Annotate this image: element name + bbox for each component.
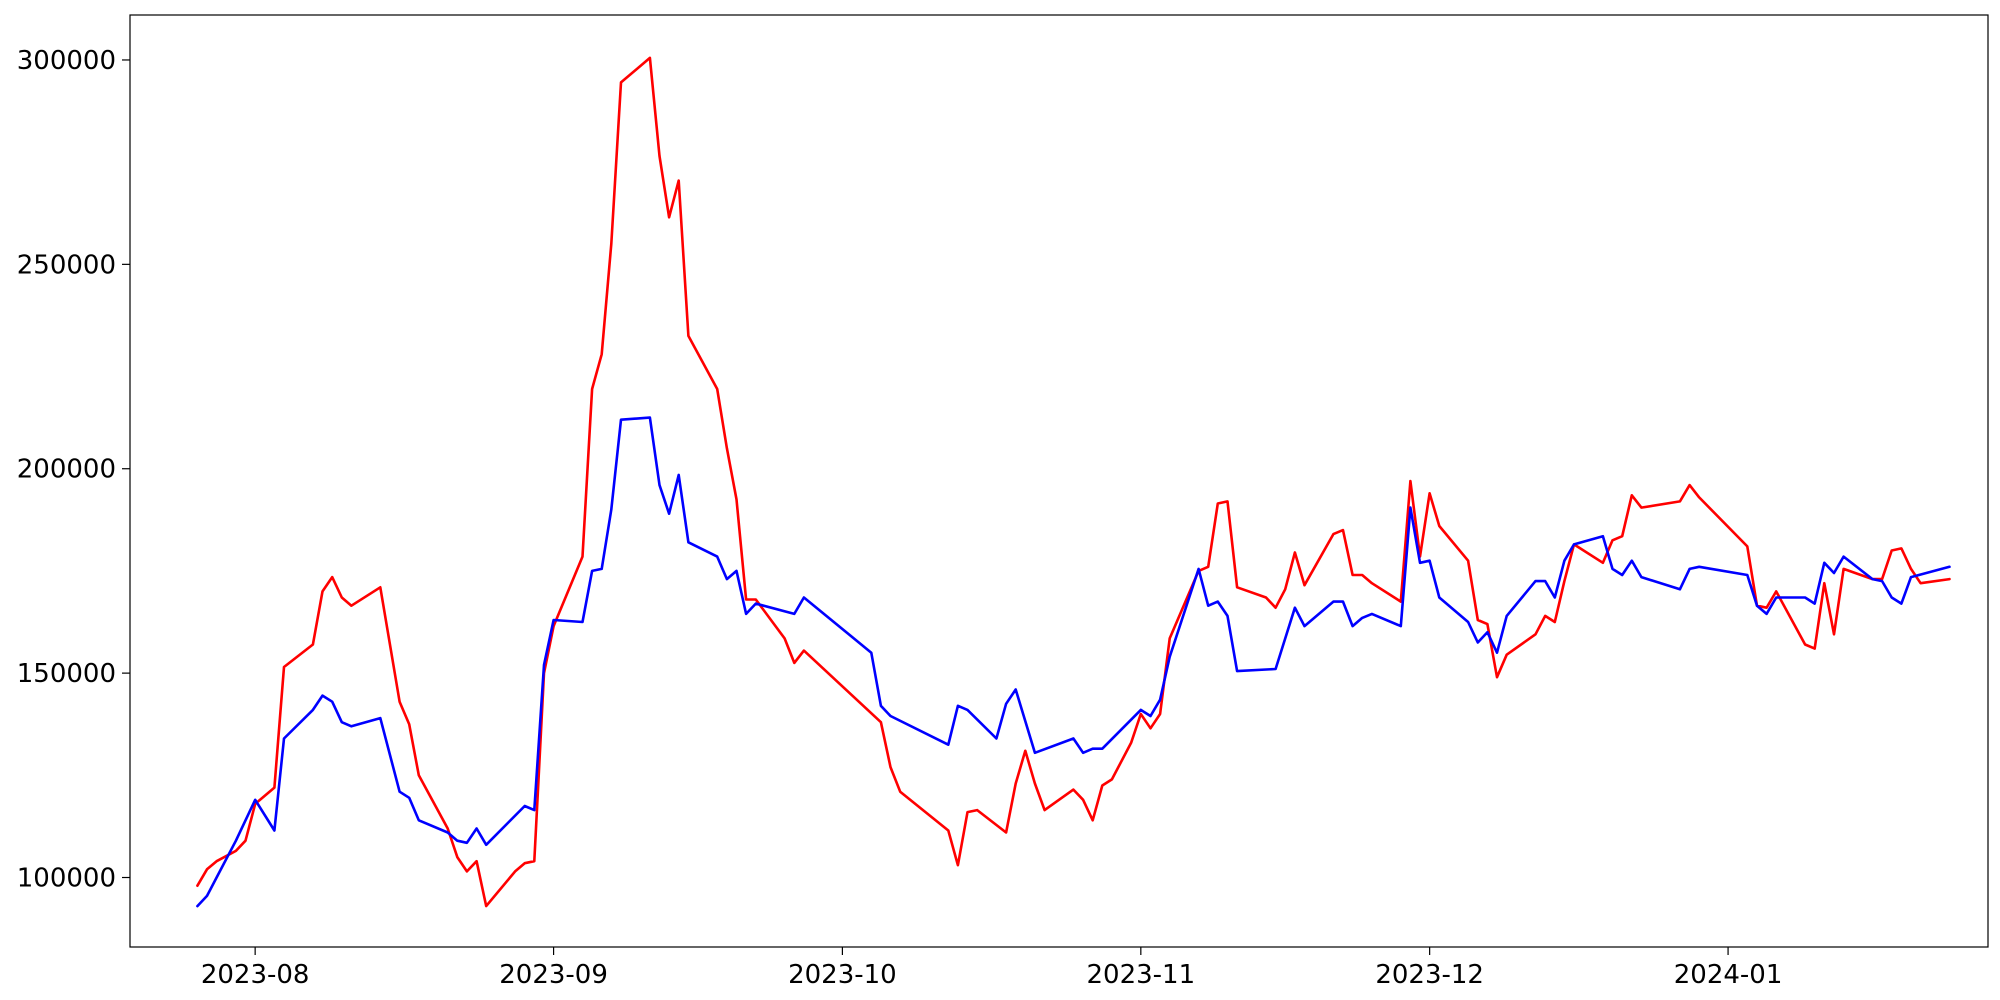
x-tick-label: 2024-01 xyxy=(1674,960,1783,990)
y-axis: 100000 150000 200000 250000 300000 xyxy=(17,46,130,894)
y-tick-label: 150000 xyxy=(17,659,116,689)
y-tick-label: 200000 xyxy=(17,455,116,485)
y-tick-label: 100000 xyxy=(17,864,116,894)
axes-frame xyxy=(129,14,1989,948)
x-tick-label: 2023-08 xyxy=(201,960,310,990)
series-line-2 xyxy=(196,416,1951,908)
x-tick-label: 2023-11 xyxy=(1087,960,1196,990)
series-line-1 xyxy=(196,56,1951,908)
x-tick-label: 2023-12 xyxy=(1375,960,1484,990)
x-axis: 2023-08 2023-09 2023-10 2023-11 2023-12 2024-… xyxy=(201,947,1783,990)
plot-background xyxy=(130,15,1988,947)
series-layer xyxy=(196,56,1951,908)
y-tick-label: 300000 xyxy=(17,46,116,76)
x-tick-label: 2023-10 xyxy=(788,960,897,990)
y-tick-label: 250000 xyxy=(17,250,116,280)
x-tick-label: 2023-09 xyxy=(499,960,608,990)
